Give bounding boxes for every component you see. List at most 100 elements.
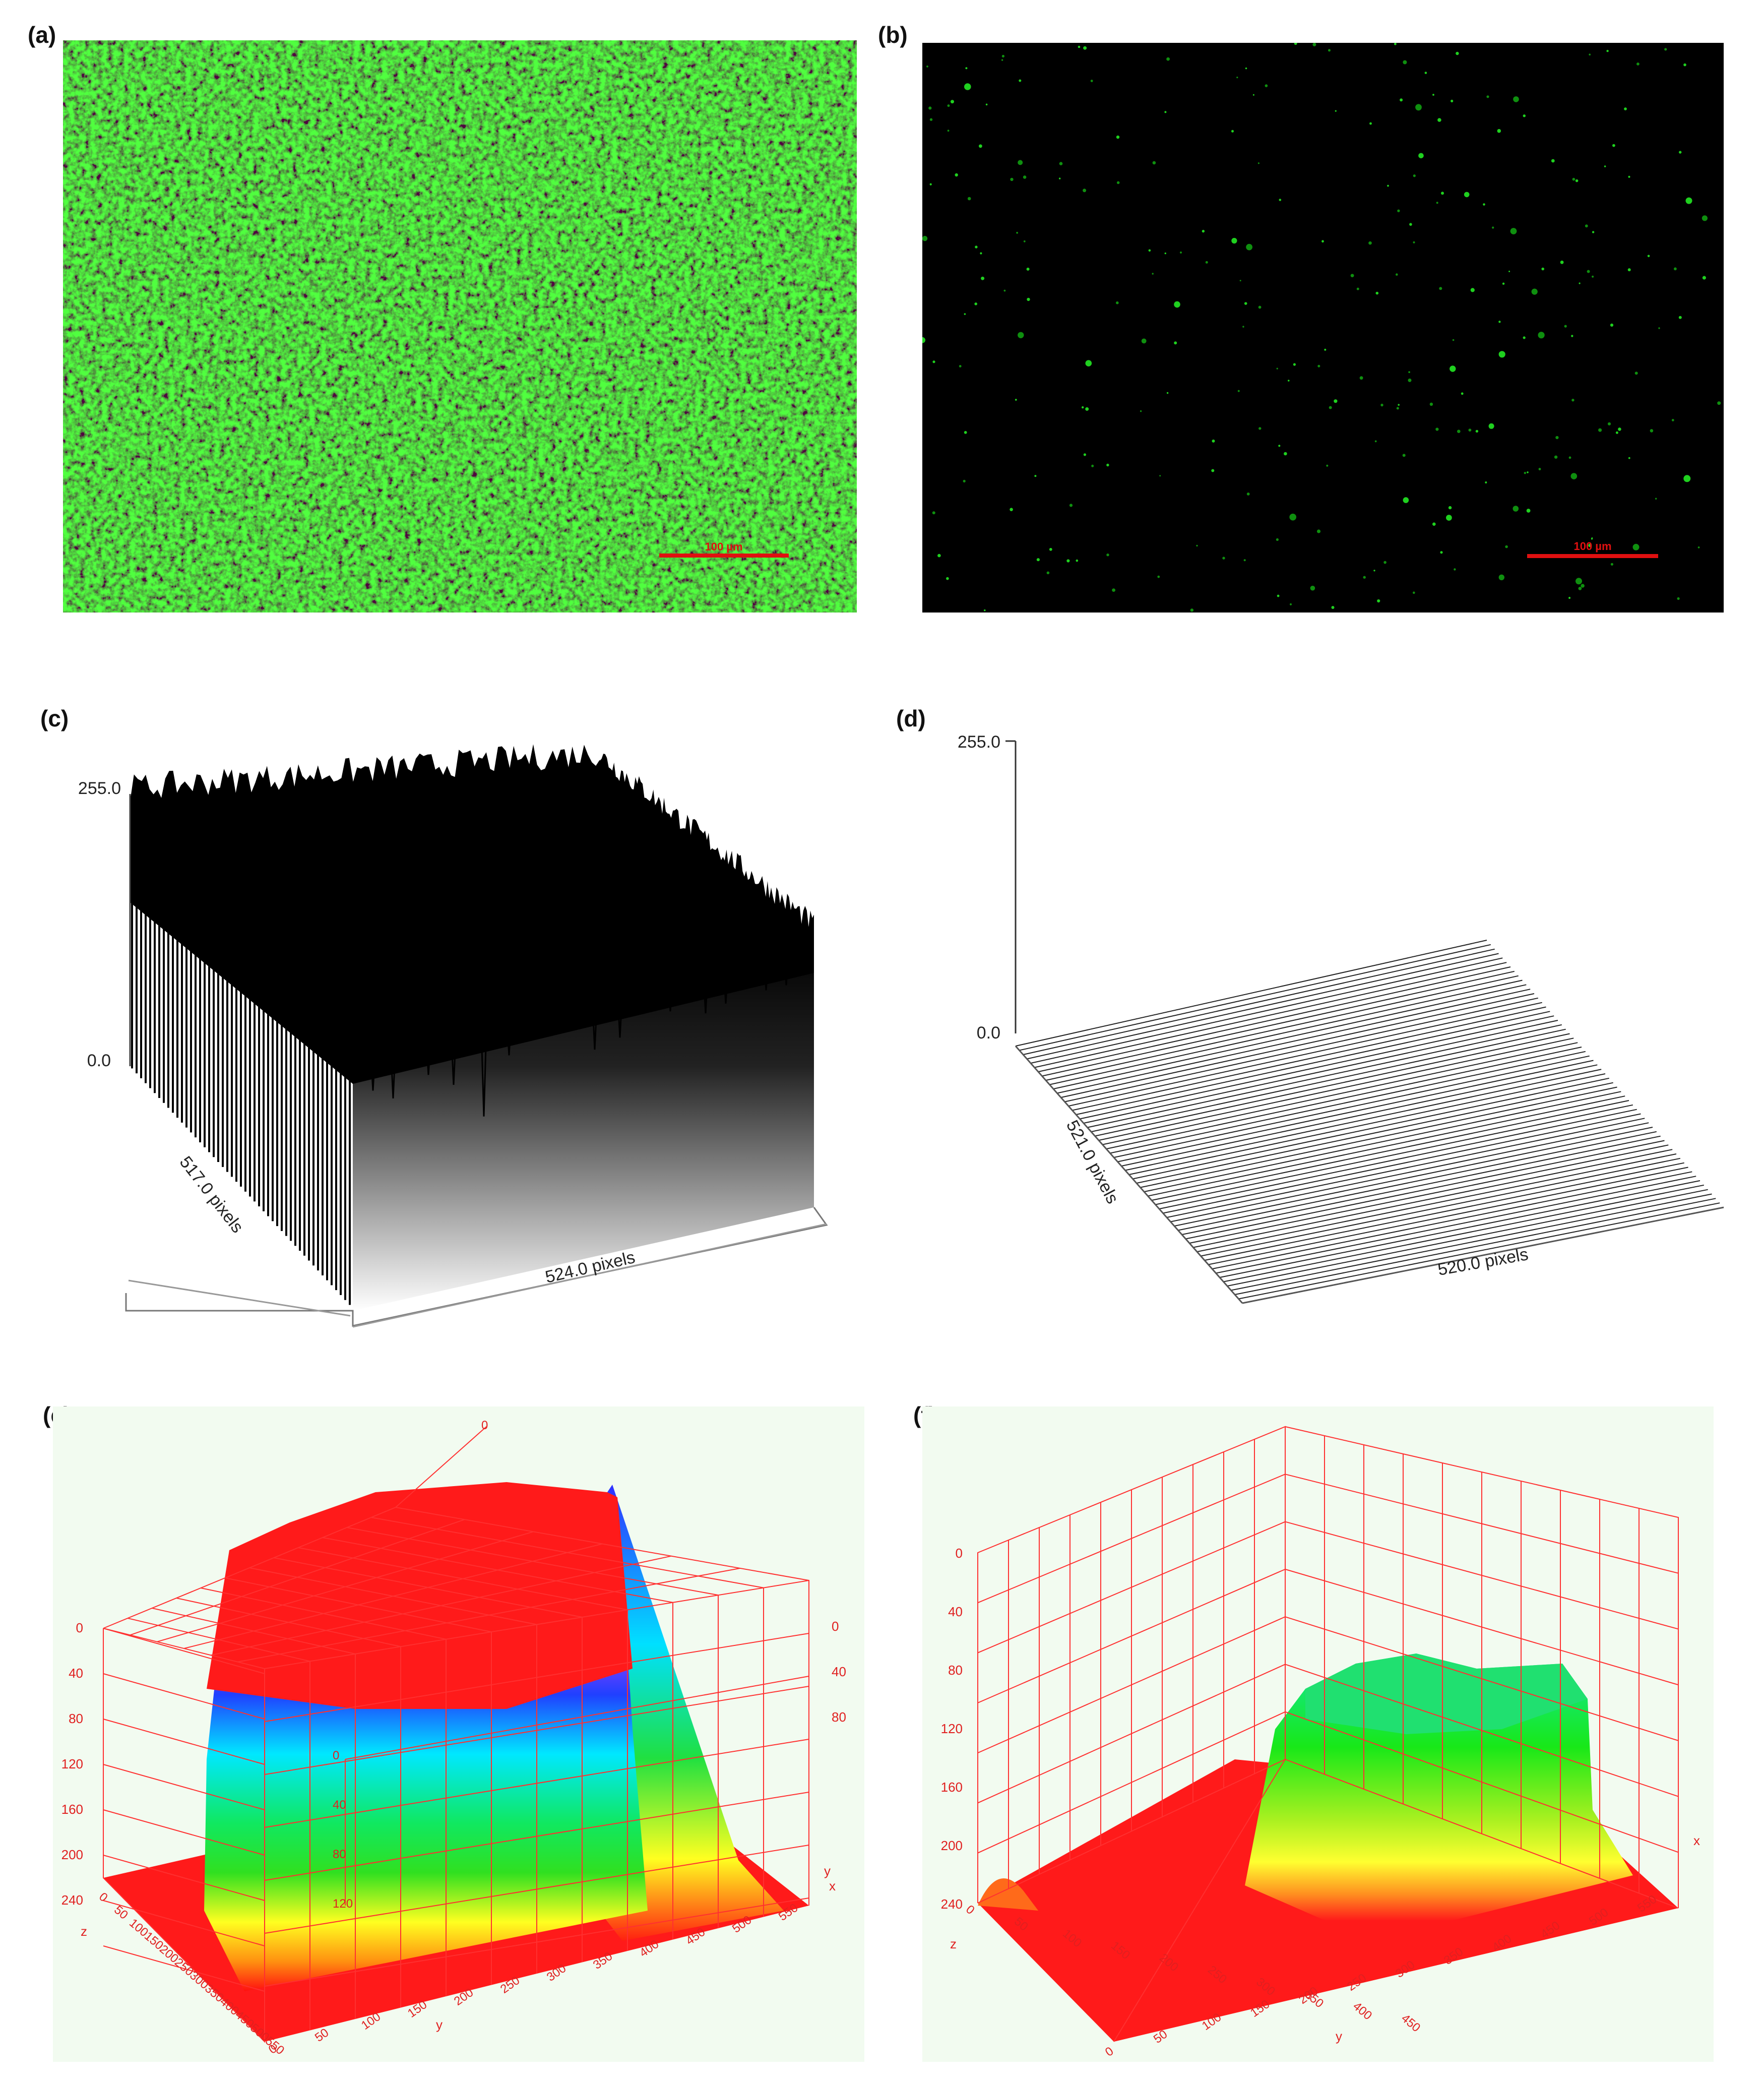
speck xyxy=(1531,288,1538,295)
speck xyxy=(932,511,935,515)
speck xyxy=(1211,469,1215,472)
speck xyxy=(1174,341,1177,345)
micrograph-a: 100 µm xyxy=(63,40,857,613)
speck xyxy=(1374,440,1377,443)
speck xyxy=(1591,538,1593,540)
speck xyxy=(1112,588,1115,592)
speck xyxy=(1592,275,1594,278)
z-tick: 240 xyxy=(941,1897,963,1912)
speck xyxy=(1083,189,1087,193)
speck xyxy=(1572,177,1576,181)
z-ticks: 0 40 80 120 160 200 240 xyxy=(941,1546,963,1912)
speck xyxy=(1634,372,1638,375)
speck xyxy=(922,235,928,241)
speck xyxy=(1398,404,1400,406)
profile-line xyxy=(1023,948,1495,1055)
speck xyxy=(1258,305,1262,309)
speck xyxy=(1554,455,1558,459)
speck xyxy=(1380,403,1383,407)
speck xyxy=(981,276,985,280)
scale-bar-label: 100 µm xyxy=(705,540,742,553)
z-tick: 120 xyxy=(61,1756,83,1771)
grid-line xyxy=(264,1739,809,1828)
axis-y-label: y xyxy=(436,2017,443,2032)
speck xyxy=(1570,473,1578,479)
speck xyxy=(1541,267,1544,271)
speck xyxy=(1470,288,1475,292)
speck xyxy=(1396,407,1399,410)
profile-line xyxy=(1110,1051,1586,1154)
speck xyxy=(1329,406,1332,409)
speck xyxy=(1615,431,1618,434)
speck xyxy=(1373,570,1375,572)
speck xyxy=(951,100,954,104)
z-tick: 160 xyxy=(61,1802,83,1817)
speck xyxy=(1585,224,1588,228)
edge-bump xyxy=(978,1878,1038,1911)
panel-label-c: (c) xyxy=(40,705,69,731)
speck xyxy=(1265,84,1268,87)
profile-line xyxy=(1238,1202,1720,1300)
speck xyxy=(1674,267,1677,271)
profile-line xyxy=(1204,1162,1684,1261)
speck xyxy=(1396,273,1398,276)
profile-line xyxy=(1015,940,1487,1047)
speck xyxy=(1498,321,1501,323)
speck xyxy=(1717,401,1721,405)
z-tick: 80 xyxy=(948,1663,963,1678)
profile-line xyxy=(1212,1171,1692,1269)
profile-line xyxy=(1136,1082,1613,1184)
speck xyxy=(1312,43,1316,46)
speck xyxy=(1628,175,1630,178)
axis-y2-label: y xyxy=(824,1863,831,1878)
speck xyxy=(1576,578,1582,585)
profile-line xyxy=(1064,997,1539,1103)
speck xyxy=(1612,144,1615,147)
speck xyxy=(1408,378,1412,382)
speck xyxy=(1485,481,1487,483)
speck xyxy=(1231,237,1237,244)
speck xyxy=(1579,282,1581,284)
left-base-edge xyxy=(1015,1046,1243,1304)
top-surface xyxy=(207,1482,633,1709)
base-outline xyxy=(125,1207,828,1327)
grid-line xyxy=(264,1898,809,1987)
speck xyxy=(1483,203,1485,206)
profile-line xyxy=(1140,1086,1617,1188)
speck xyxy=(1606,49,1609,52)
speck xyxy=(1610,323,1614,327)
grid-line xyxy=(264,1686,809,1775)
speck xyxy=(1157,575,1160,578)
profile-line xyxy=(1060,993,1535,1098)
speck xyxy=(964,313,966,315)
speck xyxy=(1679,151,1682,154)
inner-tick: 0 xyxy=(333,1749,339,1762)
speck xyxy=(1441,192,1444,195)
speck xyxy=(1026,267,1030,271)
dip xyxy=(565,992,574,1023)
speck xyxy=(1148,249,1151,252)
dip xyxy=(349,1043,357,1078)
speck xyxy=(1278,445,1281,447)
speck xyxy=(1174,301,1180,308)
speck xyxy=(1164,111,1167,113)
speck xyxy=(1402,454,1406,457)
speck xyxy=(1258,427,1262,430)
z-tick: 0 xyxy=(956,1546,963,1561)
speck xyxy=(1003,289,1006,292)
speck xyxy=(1166,57,1170,61)
speck xyxy=(1116,301,1119,304)
speck xyxy=(1475,430,1479,433)
speck xyxy=(1383,561,1387,564)
profile-line xyxy=(1117,1060,1594,1163)
surface-plot-d: 255.0 0.0 521.0 pixels 520.0 pixels xyxy=(887,691,1764,1346)
speck xyxy=(1435,427,1439,431)
speck xyxy=(1212,439,1215,443)
speck xyxy=(1140,410,1142,412)
speck xyxy=(1436,202,1438,204)
speck xyxy=(929,183,932,186)
speck xyxy=(1555,436,1559,440)
speck xyxy=(1413,174,1416,177)
speck xyxy=(1604,165,1606,167)
base-edge-left xyxy=(128,1279,351,1317)
